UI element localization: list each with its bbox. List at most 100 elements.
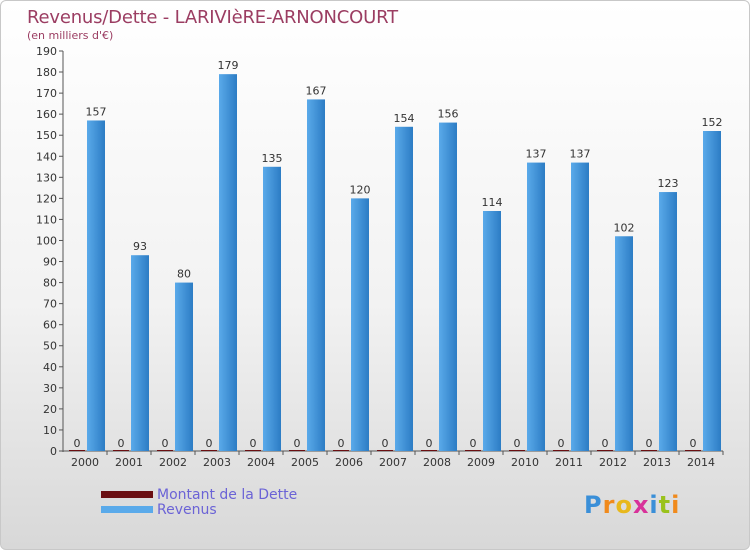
revenue-value-label: 102 [614, 221, 635, 234]
legend: Montant de la Dette Revenus [101, 486, 298, 518]
y-tick-label: 80 [43, 277, 57, 290]
revenue-bar [571, 162, 589, 451]
revenue-bar [483, 211, 501, 451]
debt-value-label: 0 [162, 437, 169, 450]
debt-bar [465, 450, 481, 451]
y-tick-label: 40 [43, 361, 57, 374]
revenue-bar [219, 74, 237, 451]
x-tick-label: 2012 [599, 456, 627, 469]
x-tick-label: 2014 [687, 456, 715, 469]
y-tick-label: 120 [36, 192, 57, 205]
revenue-bar [659, 192, 677, 452]
legend-item-revenue: Revenus [101, 501, 297, 518]
y-tick-label: 60 [43, 319, 57, 332]
x-tick-label: 2001 [115, 456, 143, 469]
revenue-value-label: 152 [702, 116, 723, 129]
x-tick-label: 2006 [335, 456, 363, 469]
debt-bar [289, 450, 305, 451]
revenue-value-label: 157 [86, 105, 107, 118]
x-tick-label: 2010 [511, 456, 539, 469]
legend-label-debt: Montant de la Dette [157, 486, 298, 503]
x-tick-label: 2003 [203, 456, 231, 469]
x-tick-label: 2007 [379, 456, 407, 469]
legend-label-revenue: Revenus [157, 501, 217, 518]
debt-value-label: 0 [74, 437, 81, 450]
debt-value-label: 0 [470, 437, 477, 450]
revenue-value-label: 156 [438, 108, 459, 121]
y-tick-label: 100 [36, 234, 57, 247]
debt-value-label: 0 [646, 437, 653, 450]
legend-item-debt: Montant de la Dette [101, 486, 298, 503]
chart-subtitle: (en milliers d'€) [27, 29, 114, 42]
revenue-value-label: 93 [133, 240, 147, 253]
revenue-value-label: 167 [306, 84, 327, 97]
y-tick-label: 130 [36, 171, 57, 184]
revenue-value-label: 135 [262, 152, 283, 165]
debt-bar [113, 450, 129, 451]
x-tick-label: 2005 [291, 456, 319, 469]
revenue-value-label: 179 [218, 59, 239, 72]
debt-bar [377, 450, 393, 451]
y-tick-label: 140 [36, 150, 57, 163]
revenue-bar [131, 255, 149, 451]
y-tick-label: 170 [36, 87, 57, 100]
proxiti-logo: Proxiti [584, 491, 680, 519]
revenue-bar [263, 166, 281, 451]
debt-value-label: 0 [206, 437, 213, 450]
y-tick-label: 30 [43, 382, 57, 395]
debt-value-label: 0 [338, 437, 345, 450]
revenue-value-label: 123 [658, 177, 679, 190]
revenue-bar [351, 198, 369, 451]
y-tick-label: 110 [36, 213, 57, 226]
revenue-bar [87, 120, 105, 451]
y-tick-label: 90 [43, 256, 57, 269]
revenue-value-label: 120 [350, 183, 371, 196]
y-tick-label: 0 [50, 445, 57, 458]
y-tick-label: 20 [43, 403, 57, 416]
debt-bar [421, 450, 437, 451]
revenue-bar [527, 162, 545, 451]
debt-bar [685, 450, 701, 451]
debt-value-label: 0 [250, 437, 257, 450]
x-tick-label: 2009 [467, 456, 495, 469]
debt-value-label: 0 [690, 437, 697, 450]
y-tick-label: 150 [36, 129, 57, 142]
revenue-bar [703, 131, 721, 451]
revenue-value-label: 137 [570, 148, 591, 161]
debt-value-label: 0 [514, 437, 521, 450]
revenue-bar [307, 99, 325, 451]
logo-letter: P [584, 491, 603, 519]
x-tick-label: 2008 [423, 456, 451, 469]
debt-bar [245, 450, 261, 451]
debt-bar [553, 450, 569, 451]
y-tick-label: 190 [36, 45, 57, 58]
revenue-bar [175, 282, 193, 451]
y-tick-label: 70 [43, 298, 57, 311]
debt-swatch [101, 491, 153, 498]
debt-bar [597, 450, 613, 451]
revenue-value-label: 114 [482, 196, 503, 209]
debt-value-label: 0 [294, 437, 301, 450]
revenue-bar [439, 122, 457, 451]
logo-letter: r [602, 491, 616, 519]
revenue-swatch [101, 506, 153, 513]
x-tick-label: 2011 [555, 456, 583, 469]
logo-letter: i [671, 491, 681, 519]
revenue-value-label: 154 [394, 112, 415, 125]
logo-letter: t [658, 491, 672, 519]
revenue-value-label: 80 [177, 268, 191, 281]
y-tick-label: 10 [43, 424, 57, 437]
x-tick-label: 2004 [247, 456, 275, 469]
logo-letter: i [649, 491, 659, 519]
debt-value-label: 0 [382, 437, 389, 450]
revenue-bar [395, 126, 413, 451]
debt-value-label: 0 [558, 437, 565, 450]
y-tick-label: 180 [36, 66, 57, 79]
debt-bar [201, 450, 217, 451]
debt-bar [333, 450, 349, 451]
x-tick-label: 2002 [159, 456, 187, 469]
y-tick-label: 50 [43, 340, 57, 353]
y-tick-label: 160 [36, 108, 57, 121]
